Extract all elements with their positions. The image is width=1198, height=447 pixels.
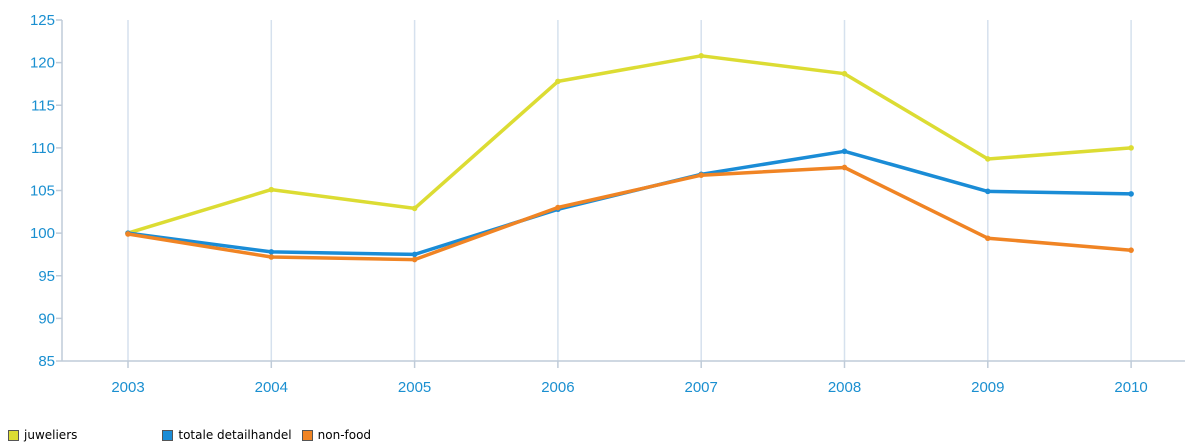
y-tick-label-125: 125	[30, 12, 55, 29]
y-tick-label-85: 85	[38, 353, 55, 370]
series-non-food	[125, 164, 1134, 263]
x-tick-label-2008: 2008	[828, 379, 861, 396]
data-point-juweliers-2004[interactable]	[268, 186, 275, 193]
data-point-juweliers-2006[interactable]	[555, 78, 561, 85]
y-tick-label-105: 105	[30, 183, 55, 200]
x-tick-label-2005: 2005	[398, 379, 431, 396]
data-point-non-food-2006[interactable]	[555, 204, 561, 211]
data-point-totale-detailhandel-2009[interactable]	[985, 188, 991, 195]
data-point-non-food-2007[interactable]	[698, 172, 704, 178]
legend-item-non-food[interactable]: non-food	[301, 428, 372, 442]
axis-layer	[56, 19, 1185, 368]
data-point-non-food-2005[interactable]	[411, 256, 418, 263]
series-line-juweliers[interactable]	[126, 54, 1133, 235]
data-point-totale-detailhandel-2008[interactable]	[841, 148, 848, 155]
data-point-juweliers-2007[interactable]	[698, 53, 704, 59]
x-tick-label-2007: 2007	[685, 379, 718, 396]
y-tick-label-115: 115	[31, 97, 55, 114]
x-tick-label-2009: 2009	[971, 379, 1004, 396]
data-point-non-food-2010[interactable]	[1128, 247, 1134, 253]
data-point-totale-detailhandel-2004[interactable]	[268, 249, 275, 255]
data-point-juweliers-2005[interactable]	[411, 205, 418, 212]
y-tick-label-120: 120	[30, 55, 55, 72]
data-point-juweliers-2009[interactable]	[985, 156, 991, 162]
data-point-non-food-2009[interactable]	[985, 235, 991, 242]
series-layer	[125, 53, 1134, 263]
legend: juweliers totale detailhandel non-food	[8, 426, 381, 444]
legend-item-juweliers[interactable]: juweliers	[8, 428, 77, 442]
x-tick-labels: 2003 2004 2005 2006 2007 2008 2009 2010	[111, 379, 1147, 396]
legend-swatch-totale-detailhandel	[162, 429, 174, 441]
series-totale-detailhandel	[125, 148, 1134, 258]
x-tick-label-2010: 2010	[1114, 379, 1147, 396]
x-tick-label-2006: 2006	[541, 379, 574, 396]
x-tick-label-2003: 2003	[111, 379, 144, 396]
y-tick-labels: 85 90 95 100 105 110 115 120 125	[30, 12, 55, 370]
legend-label-non-food: non-food	[317, 428, 372, 442]
y-tick-label-95: 95	[38, 268, 55, 285]
grid-layer	[127, 20, 1132, 361]
data-point-totale-detailhandel-2005[interactable]	[411, 251, 418, 258]
legend-label-juweliers: juweliers	[24, 428, 78, 442]
y-tick-label-100: 100	[30, 225, 55, 242]
data-point-juweliers-2008[interactable]	[841, 70, 848, 77]
data-point-non-food-2008[interactable]	[841, 164, 848, 171]
x-tick-label-2004: 2004	[255, 379, 288, 396]
data-point-totale-detailhandel-2010[interactable]	[1128, 191, 1134, 197]
data-point-juweliers-2010[interactable]	[1128, 145, 1134, 151]
series-line-non-food[interactable]	[126, 165, 1133, 262]
series-line-totale-detailhandel[interactable]	[126, 149, 1133, 257]
y-tick-label-90: 90	[38, 310, 55, 327]
data-point-non-food-2003[interactable]	[125, 231, 131, 237]
legend-item-totale-detailhandel[interactable]: totale detailhandel	[162, 428, 292, 442]
legend-swatch-juweliers	[8, 429, 19, 441]
legend-swatch-non-food	[301, 429, 313, 441]
y-tick-label-110: 110	[31, 140, 55, 157]
legend-label-totale-detailhandel: totale detailhandel	[178, 428, 292, 442]
series-juweliers	[125, 53, 1134, 236]
data-point-non-food-2004[interactable]	[268, 254, 275, 260]
